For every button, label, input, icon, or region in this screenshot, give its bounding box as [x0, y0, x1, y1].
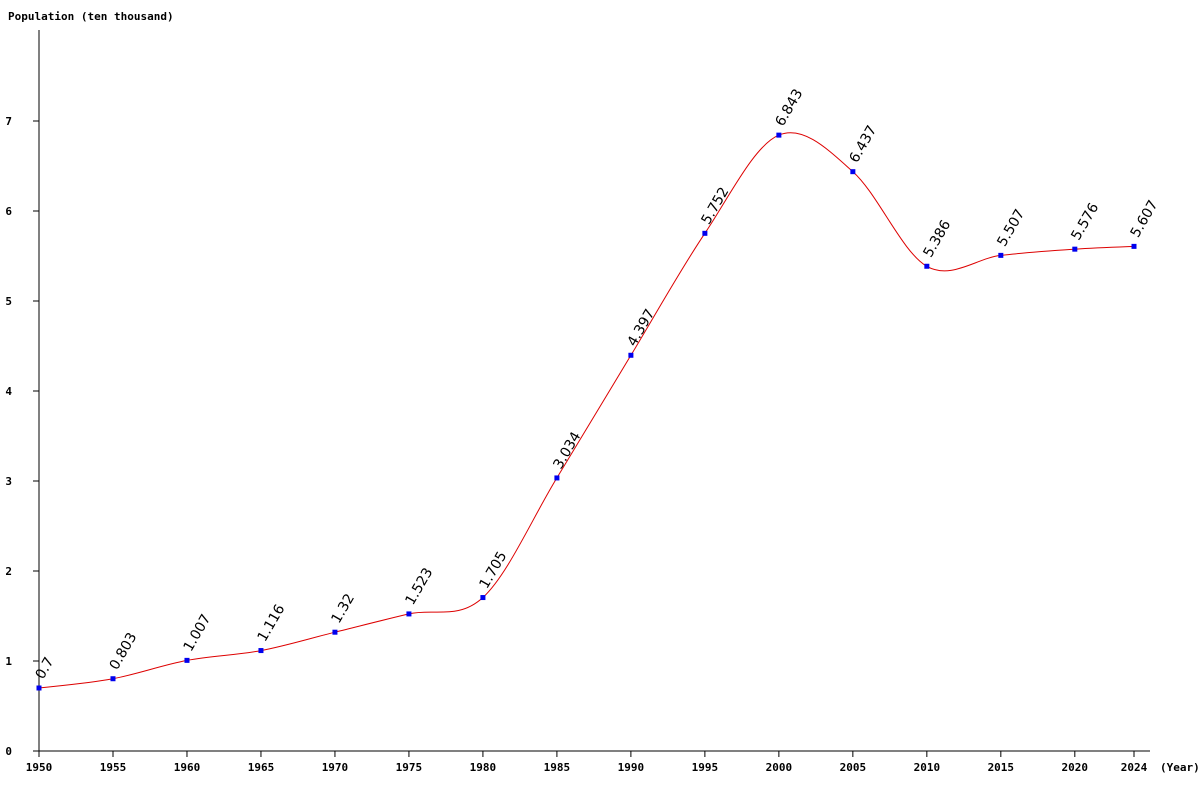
x-tick-label: 1975 — [396, 761, 423, 774]
x-tick-label: 2015 — [988, 761, 1015, 774]
x-axis-ticks: 1950 1955 1960 1965 1970 1975 1980 1985 1990 1995… — [26, 751, 1148, 774]
data-label: 0.803 — [107, 630, 141, 673]
data-point-marker — [1072, 246, 1078, 252]
data-label: 6.437 — [846, 123, 880, 166]
x-tick-label: 2020 — [1062, 761, 1089, 774]
data-label: 1.705 — [477, 549, 511, 592]
x-tick-label: 1995 — [692, 761, 719, 774]
data-point-marker — [480, 595, 486, 601]
y-tick-label: 0 — [5, 745, 12, 758]
data-point-marker — [776, 132, 782, 138]
y-tick-label: 6 — [5, 205, 12, 218]
data-label: 5.607 — [1128, 198, 1162, 241]
data-point-marker — [110, 676, 116, 682]
y-tick-label: 5 — [5, 295, 12, 308]
data-point-marker — [332, 629, 338, 635]
data-label: 5.507 — [994, 207, 1028, 250]
x-tick-label: 1980 — [470, 761, 497, 774]
data-label: 3.034 — [551, 429, 585, 472]
data-point-marker — [1131, 243, 1137, 249]
data-point-marker — [184, 657, 190, 663]
x-tick-label: 1955 — [100, 761, 127, 774]
y-axis-ticks: 0 1 2 3 4 5 6 7 — [5, 115, 39, 758]
y-tick-label: 4 — [5, 385, 12, 398]
x-tick-label: 2024 — [1121, 761, 1148, 774]
y-tick-label: 2 — [5, 565, 12, 578]
data-label: 4.397 — [624, 307, 658, 350]
x-tick-label: 1950 — [26, 761, 53, 774]
x-axis-title: (Year) — [1160, 761, 1200, 774]
data-labels: 0.7 0.803 1.007 1.116 1.32 1.523 1.705 3.034 4.3… — [33, 86, 1162, 682]
data-point-marker — [924, 263, 930, 269]
data-point-marker — [702, 230, 708, 236]
x-tick-label: 1970 — [322, 761, 349, 774]
data-point-marker — [998, 252, 1004, 258]
x-tick-label: 2010 — [914, 761, 941, 774]
data-point-marker — [554, 475, 560, 481]
data-point-marker — [628, 352, 634, 358]
data-label: 1.116 — [255, 602, 289, 645]
data-point-marker — [36, 685, 42, 691]
y-tick-label: 7 — [5, 115, 12, 128]
y-axis-title: Population (ten thousand) — [8, 10, 174, 23]
data-point-marker — [850, 169, 856, 175]
data-label: 6.843 — [772, 86, 806, 129]
data-label: 5.576 — [1068, 200, 1102, 243]
x-tick-label: 1990 — [618, 761, 645, 774]
data-label: 1.32 — [329, 591, 358, 626]
data-point-marker — [406, 611, 412, 617]
data-label: 1.523 — [403, 565, 437, 608]
y-tick-label: 3 — [5, 475, 12, 488]
x-tick-label: 1965 — [248, 761, 275, 774]
x-tick-label: 2005 — [840, 761, 867, 774]
data-label: 5.386 — [920, 217, 954, 260]
data-points — [36, 132, 1137, 691]
data-label: 0.7 — [33, 655, 58, 682]
x-tick-label: 1985 — [544, 761, 571, 774]
x-tick-label: 2000 — [766, 761, 793, 774]
data-label: 1.007 — [181, 612, 215, 655]
x-tick-label: 1960 — [174, 761, 201, 774]
data-label: 5.752 — [698, 185, 732, 228]
data-point-marker — [258, 648, 264, 654]
series-line — [38, 132, 1135, 689]
y-tick-label: 1 — [5, 655, 12, 668]
